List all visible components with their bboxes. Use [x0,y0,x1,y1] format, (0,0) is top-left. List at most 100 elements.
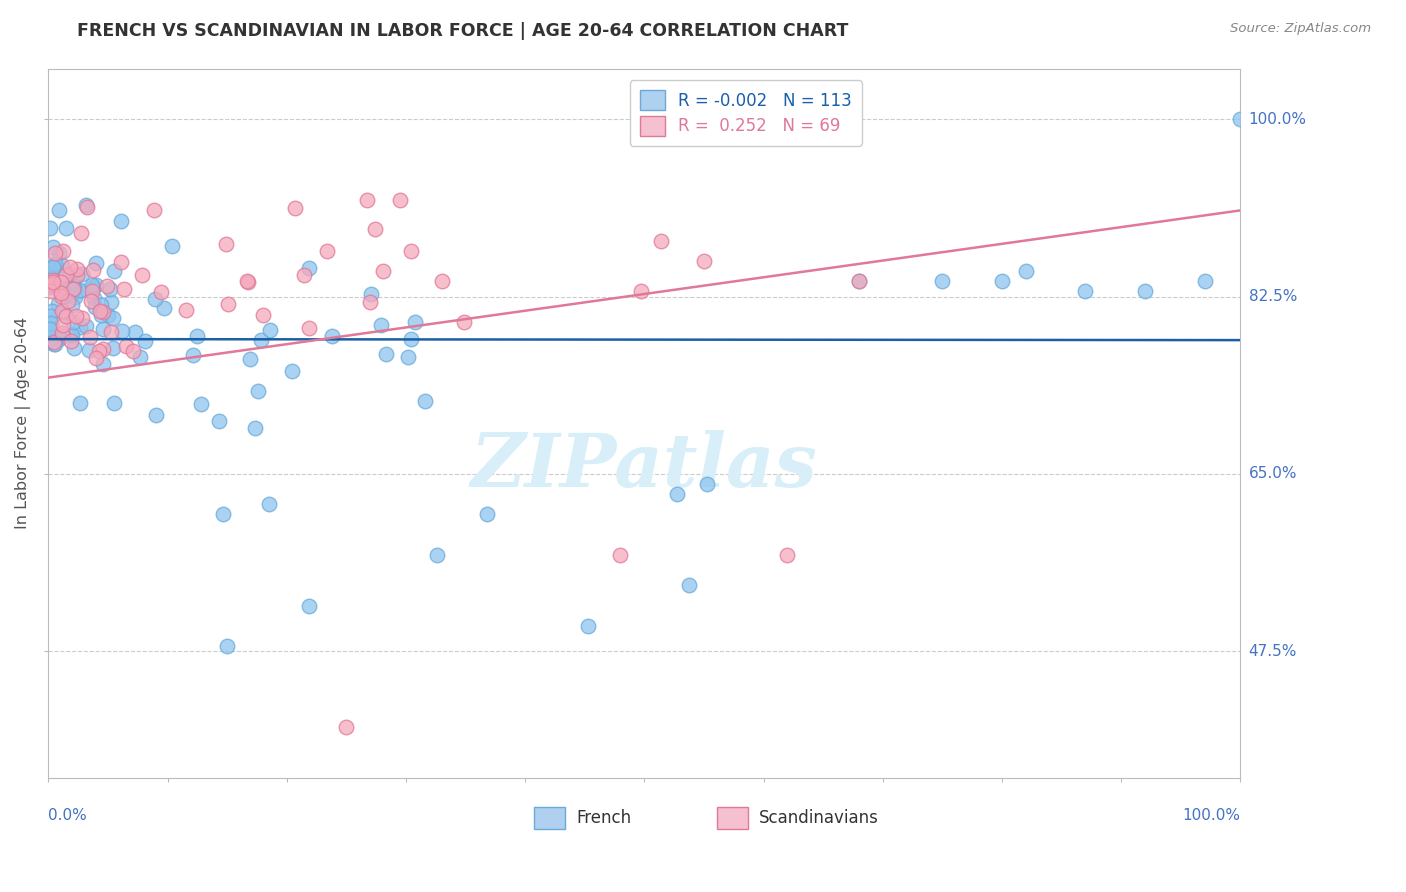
Point [1015,264,1038,278]
Point [39,334,62,349]
Point [39,316,62,330]
Point [848,274,870,288]
Point [186,329,208,343]
Point [696,477,718,491]
Point [42,277,65,291]
Point [39,285,62,299]
Point [298,321,321,335]
Point [41,240,63,254]
Point [131,268,153,282]
Point [53,285,76,300]
Point [49,286,72,301]
Point [208,414,231,428]
Point [298,261,321,276]
Legend: R = -0.002   N = 113, R =  0.252   N = 69: R = -0.002 N = 113, R = 0.252 N = 69 [630,80,862,145]
Point [162,239,184,253]
Point [298,599,321,613]
Point [65,309,87,323]
Point [238,276,260,290]
Point [426,548,449,562]
Text: FRENCH VS SCANDINAVIAN IN LABOR FORCE | AGE 20-64 CORRELATION CHART: FRENCH VS SCANDINAVIAN IN LABOR FORCE | … [77,22,849,40]
Point [80,277,103,292]
Point [51,326,73,340]
Text: 47.5%: 47.5% [1249,644,1296,659]
Point [115,339,138,353]
Text: Scandinavians: Scandinavians [759,809,879,827]
Point [65,289,87,303]
Point [66,268,89,283]
Point [388,194,411,208]
Point [321,328,343,343]
Point [111,324,134,338]
Point [399,244,422,258]
Point [39,280,62,294]
Point [396,351,419,365]
Point [65,261,87,276]
Point [91,342,114,356]
Point [630,285,652,299]
Point [370,318,392,332]
Point [401,333,423,347]
Point [294,268,316,282]
Point [1194,274,1216,288]
Point [39,327,62,342]
Point [51,304,73,318]
Point [692,254,714,268]
Point [124,325,146,339]
Point [82,263,104,277]
Point [38,322,60,336]
Point [666,487,689,501]
Point [59,334,82,348]
Point [96,278,118,293]
Point [98,282,121,296]
Point [48,245,70,260]
Text: 82.5%: 82.5% [1249,289,1296,304]
Point [70,267,93,281]
Point [69,283,91,297]
Point [46,296,69,310]
Point [413,393,436,408]
Point [41,275,63,289]
Point [776,548,799,562]
Point [121,344,143,359]
Point [41,260,63,274]
Point [49,275,72,289]
Point [100,325,122,339]
Point [453,315,475,329]
Text: Source: ZipAtlas.com: Source: ZipAtlas.com [1230,22,1371,36]
Point [90,308,112,322]
Point [1074,285,1097,299]
Point [848,274,870,288]
Point [252,308,274,322]
Point [62,278,84,293]
Point [280,364,302,378]
Point [110,255,132,269]
Point [214,236,236,251]
Point [316,244,339,258]
Point [103,396,125,410]
Point [475,508,498,522]
Point [142,203,165,218]
Point [39,327,62,342]
Point [63,271,86,285]
Point [38,278,60,293]
Point [69,396,91,410]
Point [44,335,66,350]
Point [609,548,631,562]
Point [360,287,382,301]
Point [58,267,80,281]
Text: 0.0%: 0.0% [48,808,87,823]
Point [174,303,197,318]
Point [1229,112,1251,127]
Point [60,327,83,342]
Point [48,332,70,346]
Point [77,343,100,357]
Point [49,289,72,303]
Point [149,285,172,299]
Point [578,619,600,633]
Point [100,295,122,310]
Point [103,264,125,278]
Point [101,311,124,326]
Text: 100.0%: 100.0% [1249,112,1306,127]
Point [217,297,239,311]
